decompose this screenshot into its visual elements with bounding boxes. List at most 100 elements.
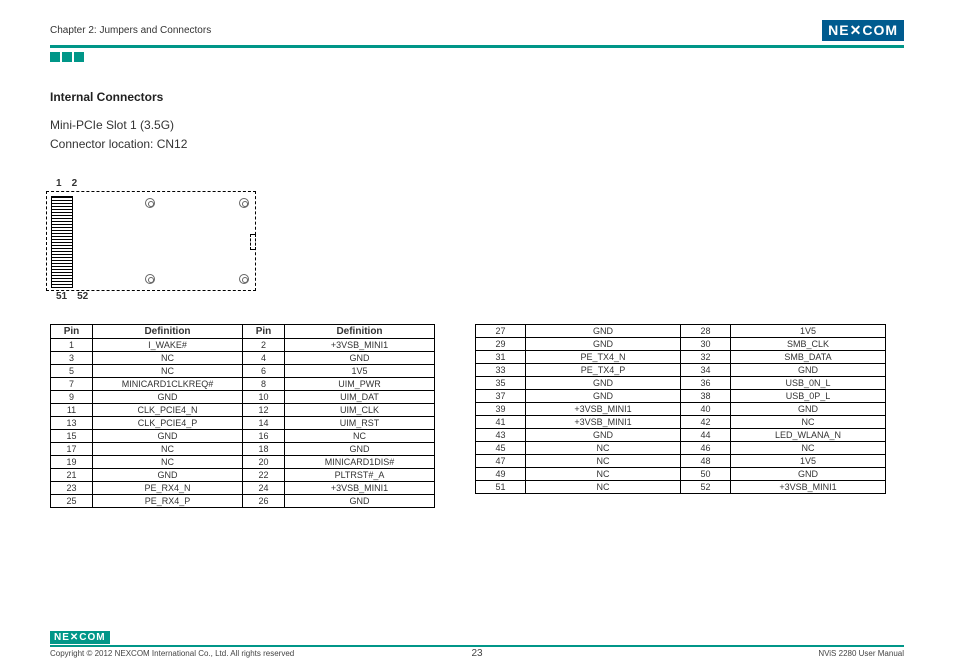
definition-cell: PE_RX4_N (93, 482, 243, 495)
logo-top: NE✕COM (822, 20, 904, 41)
pin-cell: 15 (51, 430, 93, 443)
definition-cell: +3VSB_MINI1 (731, 481, 886, 494)
connector-location: Connector location: CN12 (50, 135, 904, 154)
table-row: 15GND16NC (51, 430, 435, 443)
pin-cell: 13 (51, 417, 93, 430)
table-row: 27GND281V5 (476, 325, 886, 338)
pin-cell: 11 (51, 404, 93, 417)
pin-cell: 14 (243, 417, 285, 430)
pin-cell: 46 (681, 442, 731, 455)
pin-cell: 31 (476, 351, 526, 364)
definition-cell: NC (526, 468, 681, 481)
definition-cell: UIM_RST (285, 417, 435, 430)
pin-cell: 16 (243, 430, 285, 443)
definition-cell: +3VSB_MINI1 (285, 339, 435, 352)
pin-cell: 10 (243, 391, 285, 404)
definition-cell: NC (93, 352, 243, 365)
header-bar: Chapter 2: Jumpers and Connectors NE✕COM (50, 20, 904, 48)
table-row: 41+3VSB_MINI142NC (476, 416, 886, 429)
definition-cell: +3VSB_MINI1 (526, 403, 681, 416)
mount-hole-icon (239, 198, 249, 208)
footer-manual: NViS 2280 User Manual (818, 649, 904, 658)
pin-cell: 24 (243, 482, 285, 495)
slot-info: Mini-PCIe Slot 1 (3.5G) Connector locati… (50, 116, 904, 154)
definition-cell: CLK_PCIE4_N (93, 404, 243, 417)
pin-cell: 51 (476, 481, 526, 494)
table-row: 17NC18GND (51, 443, 435, 456)
table-row: 21GND22PLTRST#_A (51, 469, 435, 482)
definition-cell: GND (526, 429, 681, 442)
pin-cell: 19 (51, 456, 93, 469)
pin-cell: 9 (51, 391, 93, 404)
pin-labels-bottom: 51 52 (56, 291, 904, 302)
pin-cell: 47 (476, 455, 526, 468)
table-row: 13CLK_PCIE4_P14UIM_RST (51, 417, 435, 430)
pin-cell: 12 (243, 404, 285, 417)
pin-cell: 17 (51, 443, 93, 456)
definition-cell: UIM_DAT (285, 391, 435, 404)
definition-cell: GND (731, 403, 886, 416)
pin-cell: 3 (51, 352, 93, 365)
definition-cell: GND (526, 377, 681, 390)
pin-cell: 45 (476, 442, 526, 455)
chapter-title: Chapter 2: Jumpers and Connectors (50, 25, 211, 36)
pin-cell: 6 (243, 365, 285, 378)
notch-icon (250, 234, 256, 250)
footer-logo: NE✕COM (50, 631, 110, 644)
footer: NE✕COM Copyright © 2012 NEXCOM Internati… (50, 645, 904, 658)
definition-cell: GND (285, 495, 435, 508)
definition-cell: 1V5 (731, 325, 886, 338)
definition-cell: GND (731, 364, 886, 377)
pin-cell: 23 (51, 482, 93, 495)
definition-cell: SMB_CLK (731, 338, 886, 351)
pin-cell: 37 (476, 390, 526, 403)
pin-cell: 1 (51, 339, 93, 352)
definition-cell: GND (526, 338, 681, 351)
table-row: 7MINICARD1CLKREQ#8UIM_PWR (51, 378, 435, 391)
definition-cell: UIM_PWR (285, 378, 435, 391)
definition-cell: GND (526, 390, 681, 403)
definition-cell: GND (285, 352, 435, 365)
pin-cell: 41 (476, 416, 526, 429)
table-row: 3NC4GND (51, 352, 435, 365)
definition-cell: GND (731, 468, 886, 481)
pin-cell: 18 (243, 443, 285, 456)
table-row: 5NC61V5 (51, 365, 435, 378)
table-header-row: Pin Definition Pin Definition (51, 325, 435, 339)
table-row: 9GND10UIM_DAT (51, 391, 435, 404)
pin-cell: 40 (681, 403, 731, 416)
pin-cell: 50 (681, 468, 731, 481)
table-row: 11CLK_PCIE4_N12UIM_CLK (51, 404, 435, 417)
pin-cell: 20 (243, 456, 285, 469)
definition-cell: UIM_CLK (285, 404, 435, 417)
definition-cell: GND (526, 325, 681, 338)
pin-cell: 48 (681, 455, 731, 468)
pin-cell: 27 (476, 325, 526, 338)
slot-name: Mini-PCIe Slot 1 (3.5G) (50, 116, 904, 135)
mount-hole-icon (239, 274, 249, 284)
table-row: 23PE_RX4_N24+3VSB_MINI1 (51, 482, 435, 495)
pin-table-right: 27GND281V529GND30SMB_CLK31PE_TX4_N32SMB_… (475, 324, 886, 508)
table-row: 37GND38USB_0P_L (476, 390, 886, 403)
table-row: 35GND36USB_0N_L (476, 377, 886, 390)
table-row: 25PE_RX4_P26GND (51, 495, 435, 508)
pin-cell: 44 (681, 429, 731, 442)
definition-cell: +3VSB_MINI1 (285, 482, 435, 495)
pin-cell: 25 (51, 495, 93, 508)
page-number: 23 (471, 648, 482, 659)
pin-cell: 5 (51, 365, 93, 378)
table-row: 19NC20MINICARD1DIS# (51, 456, 435, 469)
definition-cell: PE_TX4_N (526, 351, 681, 364)
definition-cell: NC (285, 430, 435, 443)
definition-cell: PE_RX4_P (93, 495, 243, 508)
table-row: 39+3VSB_MINI140GND (476, 403, 886, 416)
table-row: 47NC481V5 (476, 455, 886, 468)
pin-cell: 33 (476, 364, 526, 377)
pin-cell: 43 (476, 429, 526, 442)
definition-cell: NC (731, 442, 886, 455)
definition-cell: GND (93, 469, 243, 482)
definition-cell: USB_0P_L (731, 390, 886, 403)
definition-cell: 1V5 (731, 455, 886, 468)
decorative-squares (50, 52, 904, 62)
definition-cell: CLK_PCIE4_P (93, 417, 243, 430)
